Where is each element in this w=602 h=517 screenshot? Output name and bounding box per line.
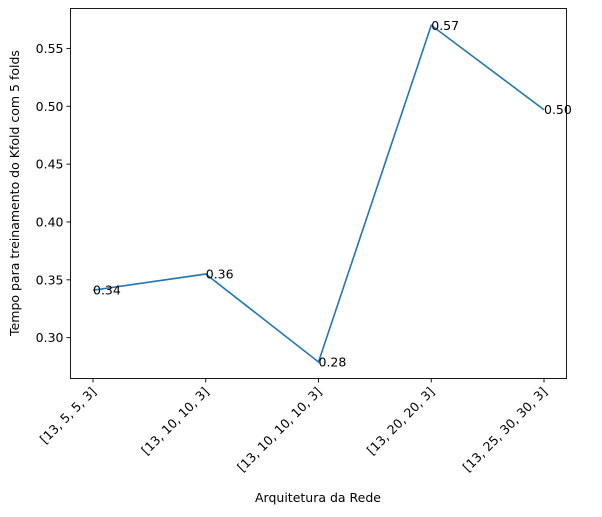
y-tick-label: 0.35 xyxy=(36,272,64,287)
x-tick-label: [13, 5, 5, 3] xyxy=(37,384,99,446)
series-line xyxy=(92,23,545,364)
y-tick-label: 0.50 xyxy=(36,99,64,114)
x-tick-label: [13, 10, 10, 10, 3] xyxy=(234,384,325,475)
x-axis: [13, 5, 5, 3] [13, 10, 10, 3] [13, 10, 10,… xyxy=(37,378,551,475)
y-axis: 0.30 0.35 0.40 0.45 0.50 0.55 xyxy=(36,41,71,345)
data-labels: 0.34 0.36 0.28 0.57 0.50 xyxy=(93,18,572,370)
data-label: 0.57 xyxy=(431,18,459,33)
y-axis-label: Tempo para treinamento do Kfold com 5 fo… xyxy=(7,50,22,337)
data-label: 0.34 xyxy=(93,283,121,298)
y-tick-label: 0.30 xyxy=(36,330,64,345)
y-tick-label: 0.40 xyxy=(36,214,64,229)
y-tick-label: 0.45 xyxy=(36,157,64,172)
plot-area xyxy=(70,8,567,379)
x-tick-label: [13, 10, 10, 3] xyxy=(138,384,212,458)
y-tick-label: 0.55 xyxy=(36,41,64,56)
x-tick-label: [13, 25, 30, 30, 3] xyxy=(460,384,551,475)
plot-area-frame xyxy=(70,8,567,379)
data-label: 0.28 xyxy=(319,354,347,369)
data-label: 0.36 xyxy=(206,267,234,282)
x-axis-label: Arquitetura da Rede xyxy=(255,490,381,505)
x-tick-label: [13, 20, 20, 3] xyxy=(364,384,438,458)
data-label: 0.50 xyxy=(544,102,572,117)
